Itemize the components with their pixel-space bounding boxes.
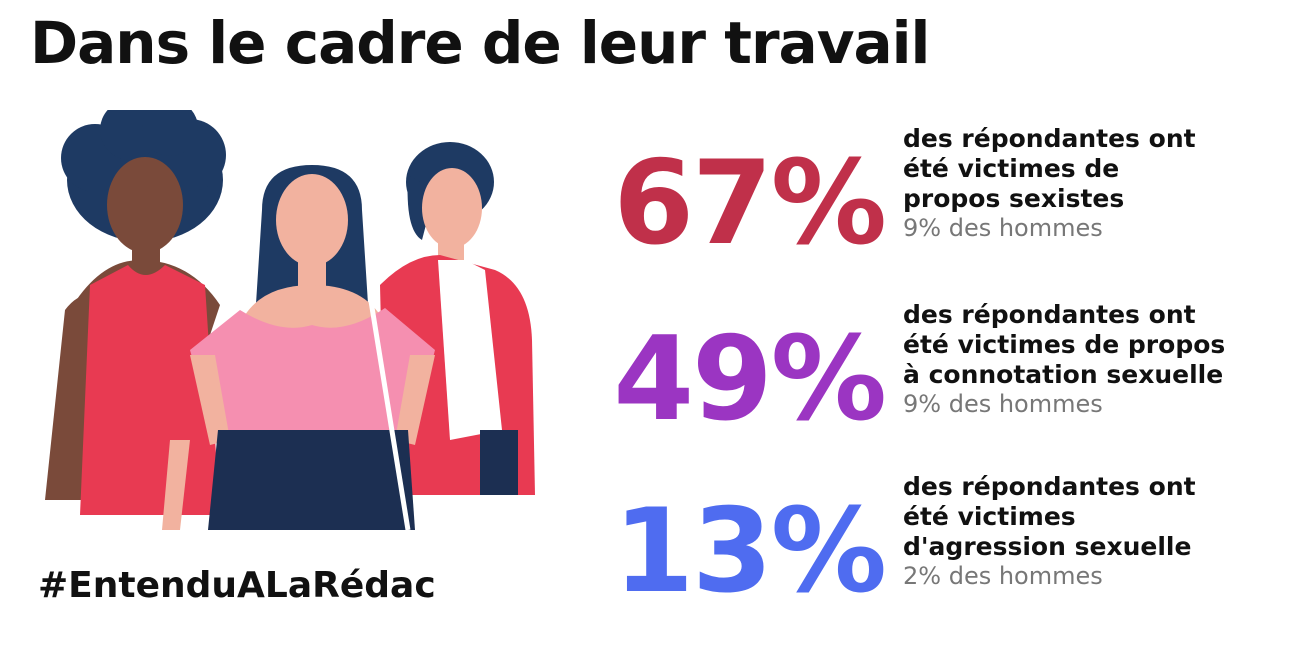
stat-description: des répondantes ont été victimes de prop… <box>903 124 1273 242</box>
hashtag: #EntenduALaRédac <box>38 565 436 606</box>
stat-description-line: été victimes de propos <box>903 330 1226 359</box>
stat-description-line: à connotation sexuelle <box>903 360 1224 389</box>
stat-description-line: d'agression sexuelle <box>903 532 1192 561</box>
stat-men-comparison: 9% des hommes <box>903 214 1103 242</box>
stat-men-comparison: 2% des hommes <box>903 562 1103 590</box>
stat-percentage: 49% <box>613 312 887 447</box>
stat-block-sexist-remarks: 67% des répondantes ont été victimes de … <box>585 124 1275 284</box>
stat-description-line: des répondantes ont <box>903 472 1196 501</box>
three-women-illustration <box>45 110 535 531</box>
woman-center-figure <box>162 165 435 531</box>
stat-percentage: 13% <box>613 484 887 619</box>
stat-description-line: été victimes <box>903 502 1076 531</box>
woman-right-figure <box>380 142 535 495</box>
page-title: Dans le cadre de leur travail <box>30 9 930 77</box>
stat-description-line: propos sexistes <box>903 184 1125 213</box>
stat-men-comparison: 9% des hommes <box>903 390 1103 418</box>
stat-description-line: été victimes de <box>903 154 1120 183</box>
stat-percentage: 67% <box>613 136 887 271</box>
stat-description-line: des répondantes ont <box>903 300 1196 329</box>
stat-description-line: des répondantes ont <box>903 124 1196 153</box>
stat-block-sexual-assault: 13% des répondantes ont été victimes d'a… <box>585 472 1275 632</box>
stat-description: des répondantes ont été victimes de prop… <box>903 300 1273 418</box>
woman-left-figure <box>45 110 226 515</box>
stat-description: des répondantes ont été victimes d'agres… <box>903 472 1273 590</box>
stat-block-sexual-remarks: 49% des répondantes ont été victimes de … <box>585 300 1275 460</box>
